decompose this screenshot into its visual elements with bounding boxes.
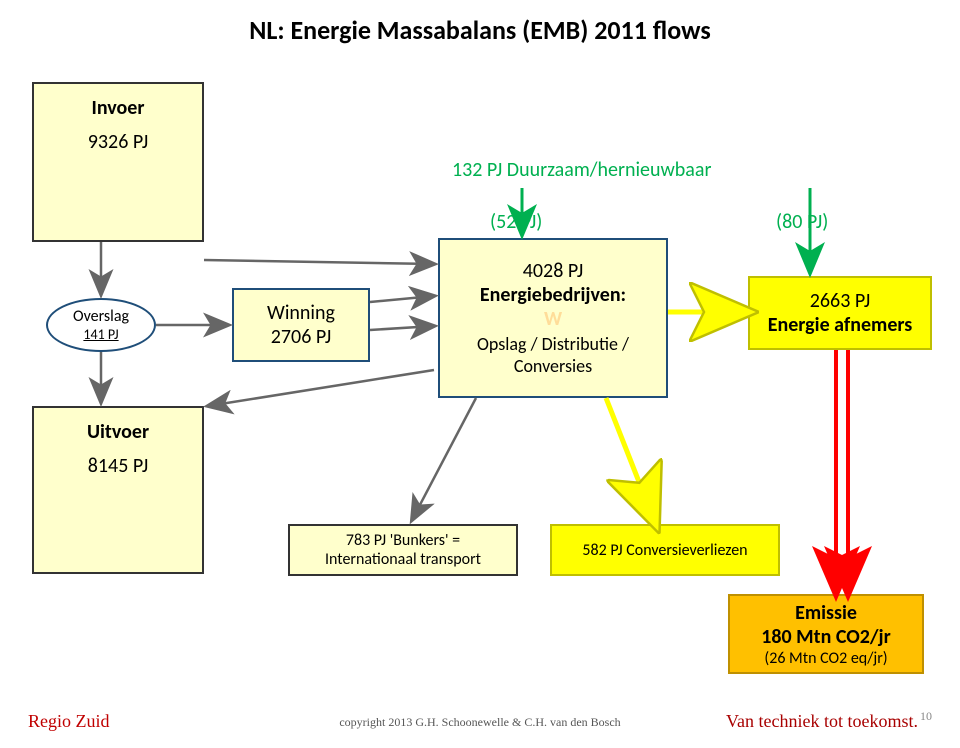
footer-mid: copyright 2013 G.H. Schoonewelle & C.H. … <box>339 715 620 730</box>
footer-right-text: Van techniek tot toekomst. <box>726 711 918 731</box>
footer-left: Regio Zuid <box>28 711 110 732</box>
arrows-layer <box>0 0 960 748</box>
footer-right: Van techniek tot toekomst.10 <box>726 709 932 732</box>
page-number: 10 <box>920 709 932 723</box>
